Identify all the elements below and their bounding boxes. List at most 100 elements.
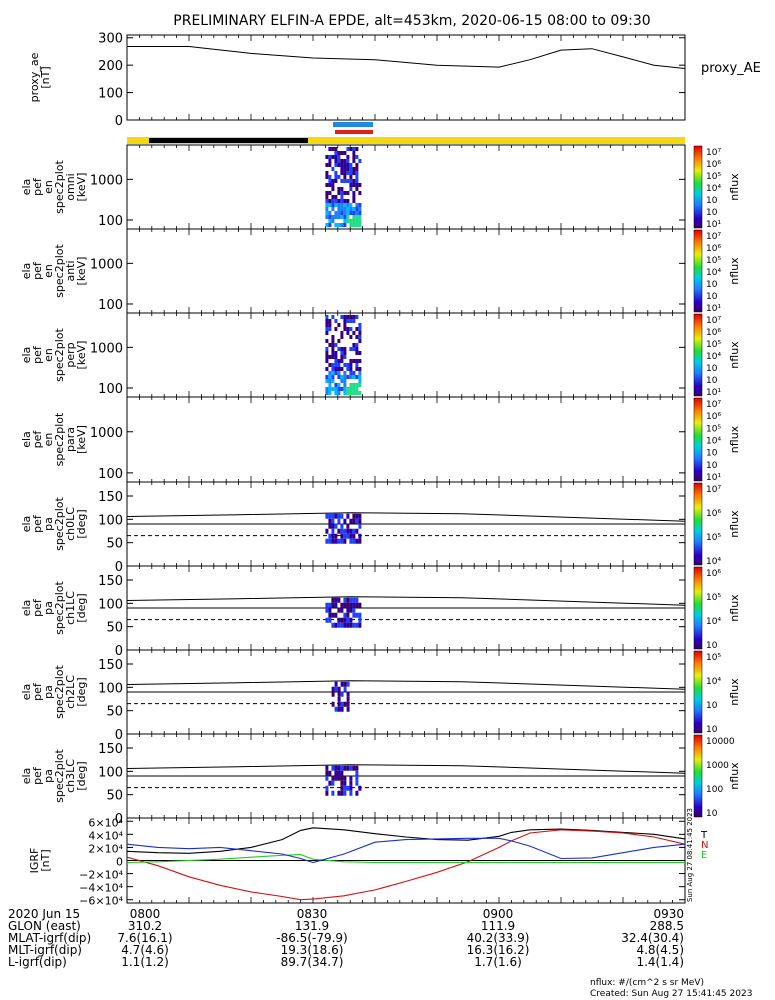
spectrogram-cell [337,199,340,203]
spectrogram-cell [334,363,337,367]
spectrogram-cell [343,613,346,618]
spectrogram-cell [331,207,334,211]
ephemeris-value: 1.4(1.4) [636,955,684,969]
spectrogram-cell [337,766,340,771]
colorbar-tick-label: 100 [706,785,723,795]
spectrogram-cell [325,355,328,359]
spectrogram-cell [340,351,343,355]
spectrogram-cell [337,375,340,379]
colorbar-gradient [694,314,702,396]
spectrogram-cell [325,339,328,343]
spectrogram-cell [334,179,337,183]
spectrogram-cell [358,191,361,195]
spectrogram-cell [331,603,334,608]
spectrogram-cell [349,175,352,179]
spectrogram-cell [340,203,343,207]
spectrogram-cell [328,223,331,227]
spectrogram-cell [346,534,349,539]
y-axis-label: [keV] [75,257,88,286]
spectrogram-cell [325,327,328,331]
spectrogram-cell [325,786,328,791]
spectrogram-cell [344,682,347,687]
spectrogram-cell [334,327,337,331]
spectrogram-cell [340,179,343,183]
spectrogram-cell [349,319,352,323]
y-axis-label: [deg] [75,593,88,622]
spectrogram-cell [358,371,361,375]
spectrogram-cell [328,343,331,347]
spectrogram-cell [331,776,334,781]
spectrogram-cell [352,191,355,195]
spectrogram-cell [328,387,331,391]
spectrogram-cell [343,215,346,219]
colorbar-tick-label: 10⁷ [706,485,721,495]
spectrogram-cell [325,771,328,776]
spectrogram-cell [352,155,355,159]
spectrogram-cell [355,167,358,171]
spectrogram-cell [355,207,358,211]
colorbar-tick-label: 10⁷ [706,400,721,410]
spectrogram-cell [325,199,328,203]
spectrogram-cell [340,167,343,171]
spectrogram-cell [325,766,328,771]
spectrogram-cell [340,623,343,628]
spectrogram-cell [343,199,346,203]
spectrogram-cell [334,171,337,175]
loss-cone-upper [127,681,685,689]
spectrogram-cell [349,618,352,623]
spectrogram-cell [340,791,343,796]
colorbar-tick-label: 10⁴ [706,557,721,567]
spectrogram-cell [337,598,340,603]
spectrogram-cell [346,367,349,371]
spectrogram-cell [331,315,334,319]
colorbar-gradient [694,735,702,817]
spectrogram-cell [355,367,358,371]
spectrogram-cell [352,207,355,211]
spectrogram-cell [352,534,355,539]
spectrogram-cell [337,191,340,195]
spectrogram-cell [352,223,355,227]
spectrogram-cell [332,692,335,697]
spectrogram-cell [325,215,328,219]
y-tick-label: 6×10⁴ [88,816,123,829]
spectrogram-cell [334,776,337,781]
spectrogram-cell [328,219,331,223]
spectrogram-cell [355,603,358,608]
spectrogram-cell [343,355,346,359]
orbit-bar-night [149,138,308,143]
spectrogram-cell [340,207,343,211]
spectrogram-cell [337,618,340,623]
spectrogram-cell [334,771,337,776]
colorbar-label: nflux [728,594,741,622]
spectrogram-cell [346,203,349,207]
spectrogram-cell [325,379,328,383]
chart-title: PRELIMINARY ELFIN-A EPDE, alt=453km, 202… [173,13,650,29]
spectrogram-cell [334,351,337,355]
y-axis-label: [nT] [39,849,52,871]
y-tick-label: 100 [98,382,123,397]
spectrogram-cell [343,786,346,791]
spectrogram-cell [337,363,340,367]
spectrogram-cell [328,539,331,544]
spectrogram-cell [349,147,352,151]
spectrogram-cell [334,383,337,387]
spectrogram-cell [349,335,352,339]
spectrogram-cell [328,363,331,367]
spectrogram-cell [346,524,349,529]
spectrogram-cell [328,155,331,159]
spectrogram-cell [349,327,352,331]
spectrogram-cells [332,682,350,712]
colorbar-tick-label: 10⁶ [706,244,721,254]
spectrogram-cell [349,623,352,628]
spectrogram-cells [325,315,361,395]
spectrogram-cell [337,151,340,155]
spectrogram-cell [337,608,340,613]
spectrogram-cell [325,367,328,371]
spectrogram-cell [328,327,331,331]
spectrogram-cell [355,187,358,191]
spectrogram-cell [343,323,346,327]
spectrogram-cell [355,363,358,367]
spectrogram-cell [346,159,349,163]
spectrogram-cell [334,623,337,628]
colorbar: 10000100010010nflux [694,735,741,819]
